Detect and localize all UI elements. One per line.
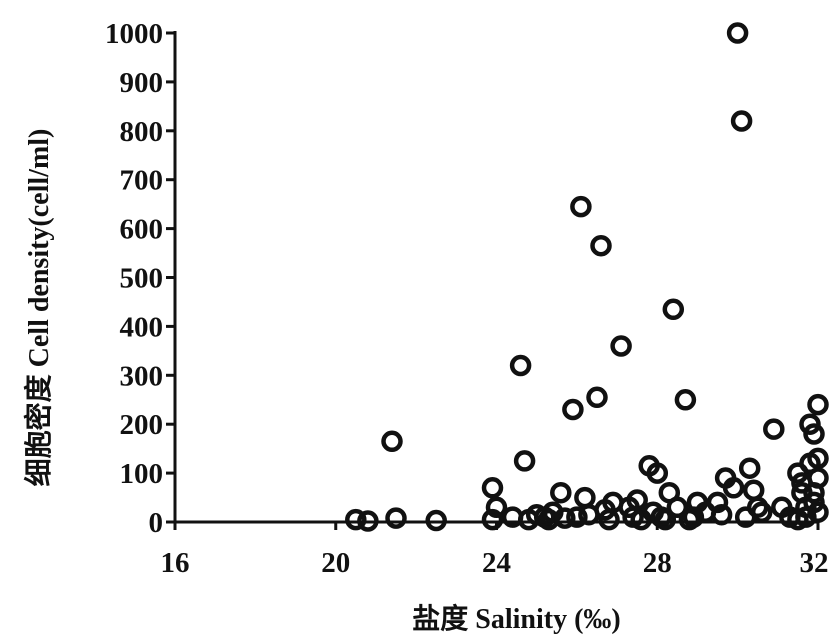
data-point (738, 457, 761, 479)
data-point (385, 507, 407, 529)
x-tick-label: 24 (482, 547, 511, 579)
x-axis-ticks: 16 20 24 28 32 (161, 522, 829, 579)
data-point (590, 234, 612, 257)
y-tick-label: 300 (120, 360, 164, 392)
data-point (674, 389, 697, 411)
data-point (807, 467, 829, 489)
y-tick-label: 0 (149, 507, 164, 539)
data-point (574, 486, 596, 509)
data-point (425, 509, 447, 532)
data-point (799, 413, 821, 435)
data-point (485, 496, 508, 519)
x-tick-label: 32 (800, 547, 829, 579)
data-point (566, 506, 588, 528)
data-point (586, 386, 608, 409)
data-point (742, 479, 765, 501)
data-point (622, 506, 644, 528)
x-tick-label: 16 (161, 547, 190, 579)
y-tick-label: 100 (120, 458, 164, 490)
data-point (746, 496, 769, 519)
y-axis-ticks: 0 100 200 300 400 500 600 700 800 900 1000 (105, 18, 175, 539)
data-point (509, 354, 532, 377)
data-point (710, 503, 733, 526)
data-point (550, 481, 572, 504)
data-point (787, 508, 809, 531)
data-point (646, 462, 669, 484)
y-tick-label: 200 (120, 409, 164, 441)
y-axis-title: 细胞密度 Cell density(cell/ml) (22, 129, 55, 487)
data-point (345, 508, 367, 531)
data-point (562, 398, 584, 421)
data-point (682, 506, 705, 528)
data-point (357, 510, 379, 532)
axes (173, 31, 818, 524)
data-point (666, 496, 689, 519)
data-point (525, 503, 548, 526)
y-tick-label: 700 (120, 165, 164, 197)
y-tick-label: 1000 (105, 18, 163, 50)
data-point (763, 418, 785, 440)
y-tick-label: 900 (120, 67, 164, 99)
x-tick-label: 20 (321, 547, 350, 579)
data-point (513, 450, 536, 472)
data-point (730, 110, 753, 132)
data-point (610, 335, 632, 357)
data-point (481, 477, 504, 499)
y-tick-label: 600 (120, 214, 164, 246)
x-tick-label: 28 (643, 547, 672, 579)
data-point (654, 508, 677, 531)
data-point (807, 501, 829, 523)
data-point (481, 508, 504, 531)
data-point (722, 477, 745, 499)
data-point (381, 430, 403, 453)
data-point (537, 508, 560, 531)
x-axis-title: 盐度 Salinity (‰) (412, 603, 620, 635)
data-point (803, 423, 825, 445)
data-point (807, 393, 829, 416)
y-tick-label: 500 (120, 263, 164, 295)
data-points (345, 22, 829, 532)
data-point (501, 506, 524, 528)
y-tick-label: 800 (120, 116, 164, 148)
data-point (598, 508, 620, 531)
data-point (706, 491, 729, 514)
y-tick-label: 400 (120, 311, 164, 343)
data-point (726, 22, 749, 44)
data-point (570, 195, 592, 218)
data-point (662, 298, 685, 321)
